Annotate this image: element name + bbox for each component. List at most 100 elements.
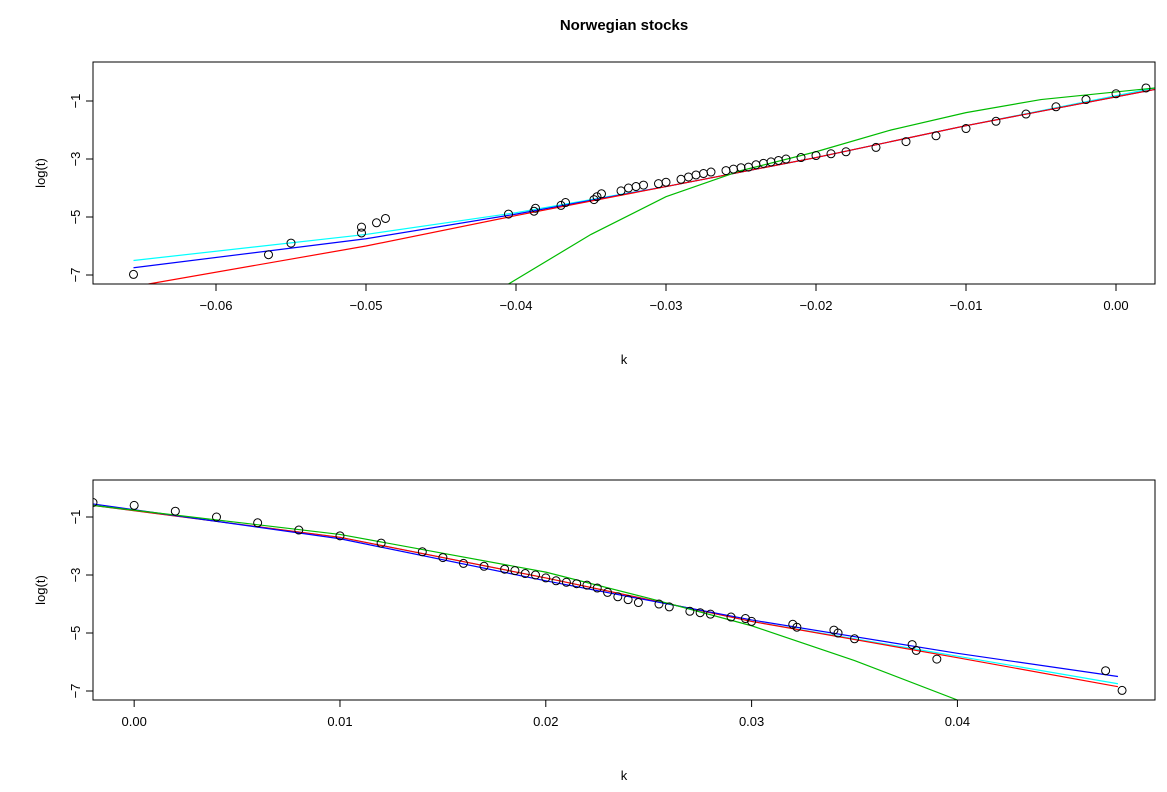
x-tick-label: −0.02 <box>800 298 833 313</box>
data-point <box>500 564 510 574</box>
y-tick-label: −3 <box>68 568 83 583</box>
data-point <box>458 558 468 568</box>
data-point <box>726 612 736 622</box>
data-point <box>826 149 836 159</box>
data-point <box>699 169 708 179</box>
chart-title: Norwegian stocks <box>560 17 688 34</box>
data-point <box>676 174 686 184</box>
data-point <box>850 634 860 644</box>
data-point <box>264 250 273 260</box>
data-point <box>624 183 633 193</box>
fit-line <box>508 87 1155 284</box>
data-point <box>613 592 623 602</box>
data-point <box>572 579 582 589</box>
y-tick-label: −1 <box>68 94 83 109</box>
data-point <box>597 189 606 199</box>
data-point <box>729 164 738 174</box>
data-point <box>286 238 296 248</box>
data-point <box>781 154 791 164</box>
data-point <box>931 131 941 141</box>
data-point <box>417 547 427 557</box>
data-point <box>510 566 520 576</box>
data-point <box>664 602 674 612</box>
data-point <box>747 616 757 626</box>
data-point <box>1111 89 1121 99</box>
y-tick-label: −3 <box>68 152 83 167</box>
data-point <box>561 577 571 587</box>
data-point <box>684 172 693 182</box>
data-point <box>335 531 345 541</box>
y-tick-label: −5 <box>68 626 83 641</box>
data-point <box>833 628 843 638</box>
y-tick-label: −7 <box>68 684 83 699</box>
data-point <box>654 599 664 609</box>
x-tick-label: 0.01 <box>327 714 352 729</box>
x-axis-title: k <box>621 768 628 783</box>
data-point <box>504 209 513 219</box>
data-point <box>759 158 768 168</box>
y-axis-title: log(t) <box>33 575 48 605</box>
data-point <box>170 506 180 516</box>
data-point <box>616 186 626 196</box>
data-point <box>740 614 750 624</box>
data-point <box>531 203 540 213</box>
data-point <box>589 195 599 205</box>
data-point <box>592 192 602 202</box>
data-point <box>1117 685 1127 695</box>
fit-line <box>93 503 1119 678</box>
data-point <box>603 587 613 597</box>
data-point <box>357 222 366 232</box>
data-point <box>1021 109 1031 119</box>
x-tick-label: 0.00 <box>1103 298 1128 313</box>
data-point <box>531 570 540 580</box>
plot-area <box>129 83 1155 284</box>
x-axis-title: k <box>621 352 628 367</box>
data-point <box>721 166 731 176</box>
data-point <box>561 198 570 208</box>
data-point <box>294 525 304 535</box>
data-point <box>932 654 942 664</box>
data-point <box>907 640 917 650</box>
data-point <box>211 512 221 522</box>
data-point <box>633 598 643 608</box>
data-point <box>911 645 921 655</box>
data-point <box>792 622 802 632</box>
data-point <box>751 160 761 170</box>
data-point <box>691 170 701 180</box>
data-point <box>744 162 753 172</box>
fit-line <box>133 88 1155 269</box>
data-point <box>991 116 1001 126</box>
data-point <box>695 608 705 618</box>
x-tick-label: −0.01 <box>950 298 983 313</box>
x-tick-label: 0.00 <box>122 714 147 729</box>
data-point <box>1081 95 1091 105</box>
y-tick-label: −1 <box>68 510 83 525</box>
data-point <box>639 180 648 190</box>
data-point <box>661 177 671 187</box>
fit-line <box>93 504 1119 685</box>
x-tick-label: −0.06 <box>200 298 233 313</box>
fit-line <box>93 504 1119 688</box>
data-point <box>811 151 821 161</box>
data-point <box>582 580 592 590</box>
data-point <box>796 153 806 163</box>
data-point <box>631 182 641 192</box>
data-point <box>705 609 715 619</box>
data-point <box>376 538 386 548</box>
data-point <box>685 606 695 616</box>
data-point <box>592 583 602 593</box>
data-point <box>556 200 566 210</box>
data-point <box>357 228 366 238</box>
data-point <box>479 561 489 571</box>
y-tick-label: −5 <box>68 210 83 225</box>
y-tick-label: −7 <box>68 268 83 283</box>
x-tick-label: −0.05 <box>350 298 383 313</box>
data-point <box>93 498 98 508</box>
x-tick-label: 0.04 <box>945 714 970 729</box>
x-tick-label: 0.02 <box>533 714 558 729</box>
plot-frame <box>92 61 1156 285</box>
fit-line <box>133 87 1155 262</box>
data-point <box>541 573 551 583</box>
plot-area <box>93 498 1127 700</box>
